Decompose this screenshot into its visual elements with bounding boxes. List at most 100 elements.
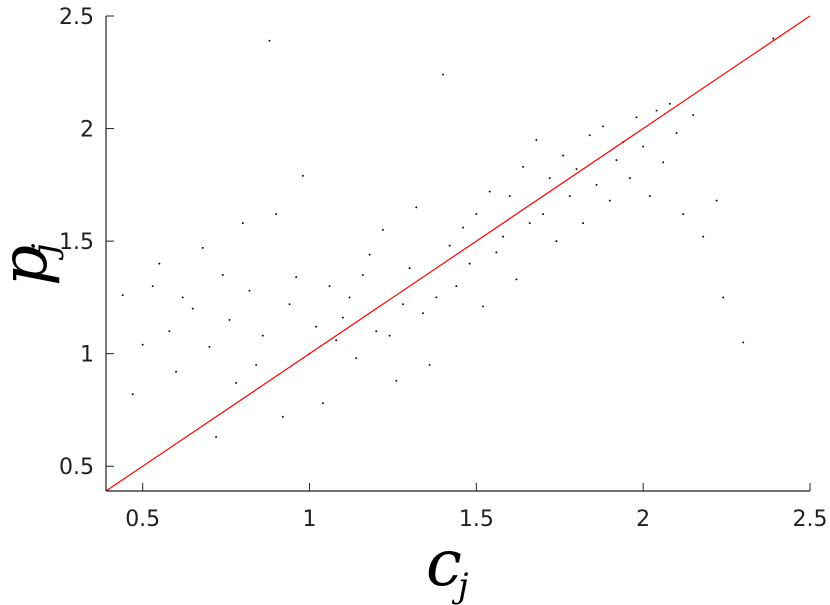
scatter-point (175, 370, 178, 373)
x-tick-label: 0.5 (125, 507, 160, 532)
tick-group: 0.5 1 1.5 2 2.5 0.5 1 1.5 2 2.5 (59, 5, 828, 532)
scatter-point (475, 213, 478, 216)
scatter-point (615, 159, 618, 162)
scatter-point (435, 296, 438, 299)
scatter-point (381, 228, 384, 231)
scatter-point (562, 154, 565, 157)
y-tick-label: 1 (80, 343, 94, 368)
scatter-point (168, 330, 171, 333)
scatter-point (428, 363, 431, 366)
scatter-point (535, 138, 538, 141)
scatter-point (151, 285, 154, 288)
scatter-point (348, 296, 351, 299)
scatter-point (208, 345, 211, 348)
scatter-point (288, 303, 291, 306)
scatter-point (131, 393, 134, 396)
scatter-points (121, 37, 775, 438)
reference-line (105, 15, 811, 492)
x-tick-label: 2 (636, 507, 650, 532)
scatter-point (608, 199, 611, 202)
y-axis-label-base: p (0, 245, 62, 286)
scatter-point (355, 357, 358, 360)
scatter-point (255, 363, 258, 366)
scatter-point (662, 161, 665, 164)
scatter-point (221, 273, 224, 276)
scatter-point (548, 177, 551, 180)
scatter-point (482, 305, 484, 308)
scatter-point (508, 195, 511, 198)
scatter-point (315, 325, 318, 328)
x-tick-label: 1.5 (459, 507, 494, 532)
scatter-point (321, 402, 324, 405)
scatter-point (448, 244, 451, 247)
scatter-point (368, 253, 371, 256)
scatter-point (462, 226, 464, 229)
scatter-point (595, 183, 598, 186)
scatter-point (341, 316, 344, 319)
scatter-point (772, 37, 775, 40)
scatter-point (555, 240, 558, 243)
scatter-point (402, 303, 404, 306)
scatter-point (361, 273, 364, 276)
scatter-point (602, 125, 605, 128)
scatter-point (301, 174, 304, 177)
scatter-point (542, 213, 545, 216)
scatter-point (568, 195, 571, 198)
x-axis-label-base: c (426, 527, 462, 601)
scatter-point (442, 73, 444, 76)
scatter-point (692, 114, 695, 117)
scatter-point (635, 116, 638, 119)
scatter-point (395, 379, 398, 382)
scatter-point (261, 334, 264, 337)
scatter-point (675, 132, 678, 135)
scatter-point (228, 318, 231, 321)
scatter-point (582, 222, 585, 225)
scatter-point (628, 177, 631, 180)
scatter-point (181, 296, 184, 299)
y-tick-label: 0.5 (59, 455, 94, 480)
scatter-point (515, 278, 518, 281)
scatter-point (158, 262, 161, 265)
scatter-point (215, 436, 218, 438)
scatter-point (528, 222, 531, 225)
scatter-point (522, 165, 525, 168)
scatter-point (575, 168, 578, 171)
scatter-point (328, 285, 331, 288)
scatter-point (502, 235, 504, 238)
scatter-point (375, 330, 378, 333)
scatter-point (241, 222, 244, 225)
scatter-point (702, 235, 705, 238)
scatter-point (648, 195, 651, 198)
scatter-point (235, 381, 238, 384)
scatter-point (468, 262, 471, 265)
scatter-point (141, 343, 144, 346)
scatter-point (408, 267, 411, 270)
scatter-point (455, 285, 458, 288)
reference-line-group (105, 15, 811, 492)
scatter-point (588, 134, 591, 137)
scatter-point (668, 102, 671, 105)
scatter-point (415, 206, 418, 209)
scatter-point (295, 276, 298, 279)
scatter-point (201, 246, 204, 249)
scatter-point (682, 213, 685, 216)
scatter-point (422, 312, 424, 315)
scatter-point (335, 339, 338, 342)
scatter-point (191, 307, 194, 310)
x-axis-label: c j (426, 527, 469, 605)
x-tick-label: 2.5 (793, 507, 828, 532)
scatter-point (642, 145, 645, 148)
y-tick-label: 2.5 (59, 5, 94, 30)
scatter-point (281, 415, 284, 418)
scatter-point (655, 109, 658, 112)
scatter-point (488, 190, 491, 193)
y-axis-label: p j (0, 243, 65, 286)
scatter-point (248, 289, 251, 292)
scatter-point (388, 334, 391, 337)
x-tick-label: 1 (303, 507, 317, 532)
y-tick-label: 2 (80, 118, 94, 143)
scatter-point (722, 296, 725, 299)
